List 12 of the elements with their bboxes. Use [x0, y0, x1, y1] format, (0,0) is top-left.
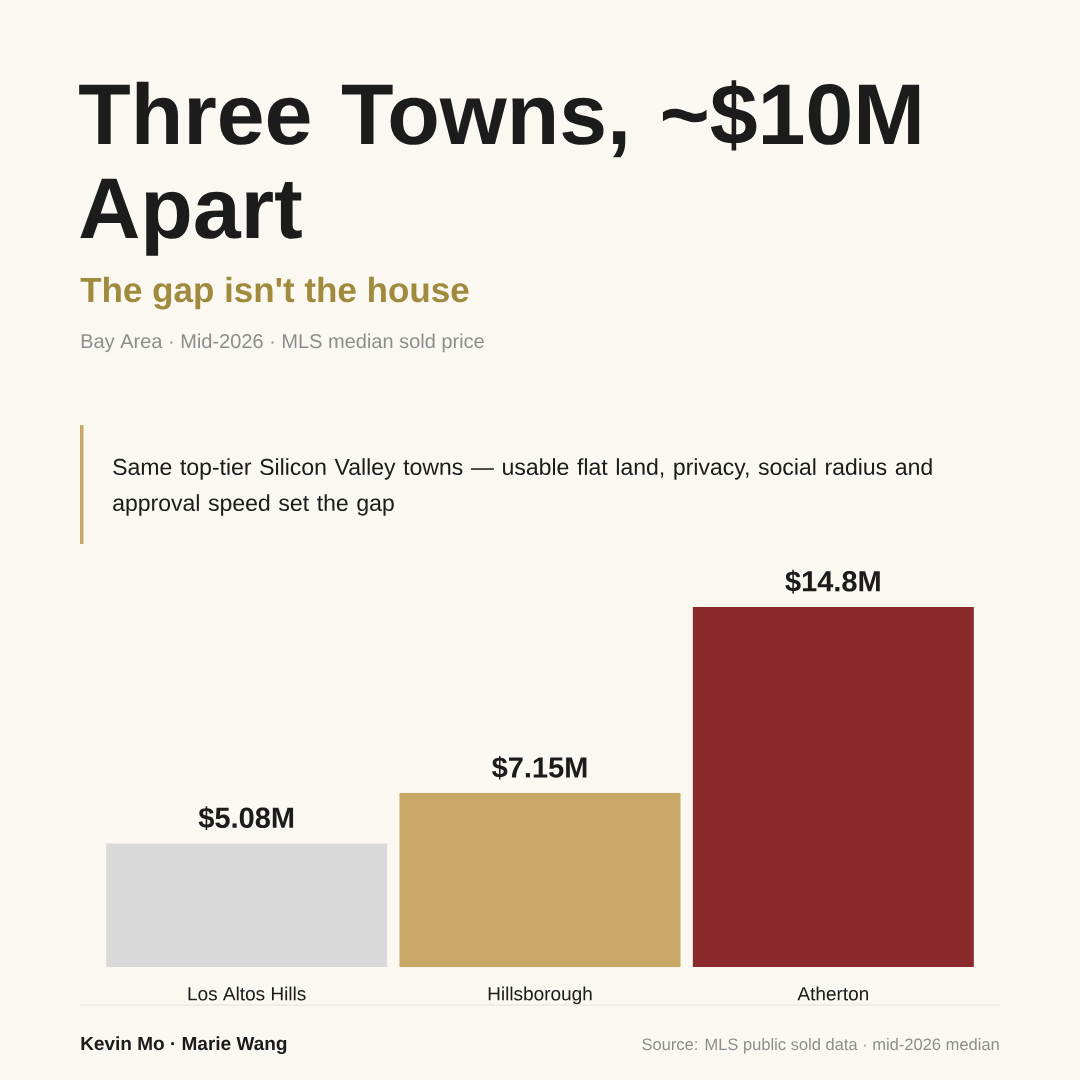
data-label: $5.08M [198, 806, 294, 830]
x-tick-label: Hillsborough [488, 986, 592, 1005]
x-tick-label: Atherton [797, 986, 869, 1001]
text: Kevin Mo · Marie Wang [81, 1036, 287, 1055]
chart-title: Three Towns, ~$10M Apart [79, 80, 920, 256]
source-note: Source: MLS public sold data · mid-2026 median [642, 1038, 999, 1054]
chart-subtitle: The gap isn't the house [80, 276, 469, 310]
text: Bay Area · Mid-2026 · MLS median sold price [81, 333, 484, 353]
data-label: $14.8M [785, 569, 880, 594]
x-tick-label: Los Altos Hills [188, 986, 306, 1001]
text: Same top-tier Silicon Valley towns — usable flat land, privacy, social radius and approval speed set the gap [113, 458, 932, 516]
data-label: $7.15M [492, 755, 587, 780]
